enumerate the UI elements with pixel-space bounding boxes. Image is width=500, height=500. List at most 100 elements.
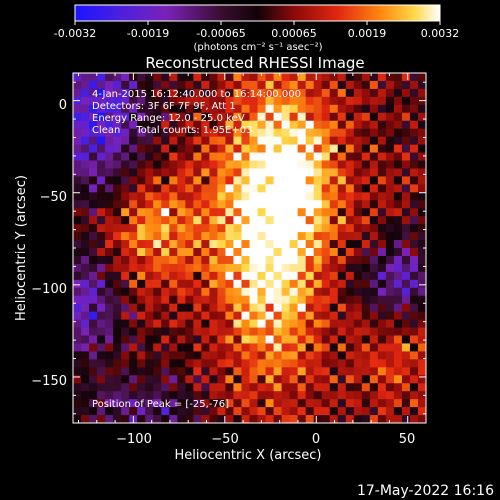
heatmap-cell bbox=[289, 391, 299, 400]
heatmap-cell bbox=[289, 160, 299, 170]
heatmap-cell bbox=[417, 112, 426, 122]
heatmap-cell bbox=[233, 375, 243, 384]
heatmap-cell bbox=[257, 96, 267, 106]
heatmap-cell bbox=[417, 343, 426, 352]
heatmap-cell bbox=[329, 192, 339, 201]
heatmap-cell bbox=[305, 295, 315, 305]
heatmap-cell bbox=[153, 303, 162, 313]
heatmap-cell bbox=[369, 311, 379, 321]
heatmap-cell bbox=[233, 351, 243, 360]
heatmap-cell bbox=[161, 367, 170, 376]
heatmap-cell bbox=[257, 192, 267, 201]
heatmap-cell bbox=[361, 399, 371, 408]
heatmap-cell bbox=[321, 208, 331, 217]
heatmap-cell bbox=[369, 335, 379, 345]
heatmap-cell bbox=[377, 279, 387, 289]
heatmap-cell bbox=[193, 168, 202, 177]
heatmap-cell bbox=[81, 319, 90, 329]
heatmap-cell bbox=[209, 176, 219, 185]
heatmap-cell bbox=[185, 128, 194, 138]
heatmap-cell bbox=[385, 287, 395, 297]
heatmap-cell bbox=[153, 248, 162, 257]
heatmap-cell bbox=[129, 168, 138, 177]
heatmap-cell bbox=[113, 271, 122, 281]
heatmap-cell bbox=[369, 80, 379, 90]
heatmap-cell bbox=[249, 255, 259, 265]
heatmap-cell bbox=[193, 407, 202, 416]
heatmap-cell bbox=[337, 136, 347, 146]
heatmap-cell bbox=[145, 208, 154, 217]
heatmap-cell bbox=[329, 359, 339, 368]
heatmap-cell bbox=[217, 351, 227, 360]
heatmap-cell bbox=[377, 391, 387, 400]
heatmap-cell bbox=[233, 367, 243, 376]
heatmap-cell bbox=[273, 319, 283, 329]
heatmap-cell bbox=[121, 359, 130, 368]
heatmap-cell bbox=[265, 295, 275, 305]
heatmap-cell bbox=[313, 200, 323, 209]
heatmap-cell bbox=[369, 415, 379, 423]
heatmap-cell bbox=[145, 96, 154, 106]
heatmap-cell bbox=[225, 224, 235, 233]
heatmap-cell bbox=[385, 152, 395, 162]
heatmap-cell bbox=[137, 120, 146, 130]
heatmap-cell bbox=[105, 303, 114, 313]
heatmap-cell bbox=[257, 152, 267, 162]
heatmap-cell bbox=[321, 367, 331, 376]
heatmap-cell bbox=[409, 240, 419, 249]
heatmap-cell bbox=[249, 271, 259, 281]
heatmap-cell bbox=[353, 248, 363, 257]
heatmap-cell bbox=[337, 343, 347, 352]
heatmap-cell bbox=[81, 216, 90, 225]
heatmap-cell bbox=[273, 80, 283, 90]
heatmap-cell bbox=[273, 415, 283, 423]
heatmap-cell bbox=[345, 263, 355, 273]
heatmap-cell bbox=[265, 168, 275, 177]
heatmap-cell bbox=[321, 168, 331, 177]
heatmap-cell bbox=[145, 128, 154, 138]
heatmap-cell bbox=[401, 255, 411, 265]
heatmap-cell bbox=[329, 295, 339, 305]
heatmap-cell bbox=[273, 343, 283, 352]
heatmap-cell bbox=[129, 160, 138, 170]
heatmap-cell bbox=[265, 391, 275, 400]
heatmap-cell bbox=[393, 287, 403, 297]
heatmap-cell bbox=[233, 303, 243, 313]
heatmap-cell bbox=[361, 216, 371, 225]
heatmap-cell bbox=[97, 73, 106, 82]
heatmap-cell bbox=[217, 295, 227, 305]
heatmap-cell bbox=[249, 216, 259, 225]
heatmap-cell bbox=[241, 327, 251, 337]
heatmap-cell bbox=[145, 351, 154, 360]
heatmap-cell bbox=[233, 295, 243, 305]
heatmap-cell bbox=[257, 399, 267, 408]
heatmap-cell bbox=[345, 104, 355, 114]
heatmap-cell bbox=[393, 351, 403, 360]
heatmap-cell bbox=[137, 112, 146, 122]
heatmap-cell bbox=[225, 359, 235, 368]
heatmap-cell bbox=[297, 295, 307, 305]
heatmap-cell bbox=[273, 407, 283, 416]
heatmap-cell bbox=[105, 224, 114, 233]
heatmap-cell bbox=[201, 271, 210, 281]
heatmap-cell bbox=[113, 224, 122, 233]
heatmap-cell bbox=[305, 200, 315, 209]
heatmap-cell bbox=[209, 319, 219, 329]
heatmap-cell bbox=[97, 343, 106, 352]
heatmap-cell bbox=[249, 96, 259, 106]
heatmap-cell bbox=[201, 391, 210, 400]
heatmap-cell bbox=[361, 176, 371, 185]
heatmap-cell bbox=[161, 136, 170, 146]
heatmap-cell bbox=[193, 383, 202, 392]
heatmap-cell bbox=[161, 255, 170, 265]
heatmap-cell bbox=[345, 383, 355, 392]
heatmap-cell bbox=[417, 327, 426, 337]
heatmap-cell bbox=[169, 168, 178, 177]
heatmap-cell bbox=[185, 407, 194, 416]
heatmap-cell bbox=[257, 359, 267, 368]
heatmap-cell bbox=[129, 200, 138, 209]
heatmap-cell bbox=[177, 152, 186, 162]
heatmap-cell bbox=[145, 319, 154, 329]
heatmap-cell bbox=[401, 391, 411, 400]
heatmap-cell bbox=[121, 375, 130, 384]
